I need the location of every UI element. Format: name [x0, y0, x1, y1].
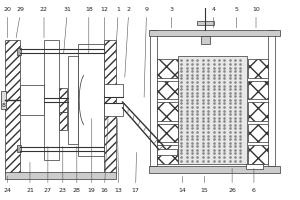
- Bar: [44, 40, 59, 160]
- Bar: [158, 145, 178, 164]
- Bar: [158, 59, 178, 78]
- Text: 19: 19: [88, 188, 96, 193]
- Bar: [248, 81, 268, 99]
- Text: 15: 15: [200, 188, 208, 193]
- Text: 20: 20: [3, 7, 11, 12]
- Text: 14: 14: [178, 188, 186, 193]
- Bar: [158, 81, 178, 99]
- Text: 12: 12: [101, 7, 109, 12]
- Text: 23: 23: [59, 188, 67, 193]
- Text: 3: 3: [169, 7, 173, 12]
- Text: 17: 17: [132, 188, 140, 193]
- Bar: [248, 124, 268, 142]
- Text: 16: 16: [101, 188, 109, 193]
- Bar: [104, 103, 123, 116]
- Text: 8: 8: [1, 103, 5, 108]
- Text: 31: 31: [63, 7, 71, 12]
- Bar: [104, 84, 123, 97]
- Text: 10: 10: [252, 7, 260, 12]
- Bar: [201, 36, 210, 44]
- Text: 9: 9: [144, 7, 148, 12]
- Text: 5: 5: [235, 7, 239, 12]
- Bar: [248, 102, 268, 121]
- Bar: [5, 40, 20, 173]
- Text: 2: 2: [127, 7, 130, 12]
- Bar: [17, 145, 21, 152]
- Text: 26: 26: [228, 188, 236, 193]
- Text: 21: 21: [26, 188, 34, 193]
- Bar: [178, 56, 247, 164]
- Bar: [248, 145, 268, 164]
- Bar: [150, 30, 158, 166]
- Bar: [148, 30, 280, 36]
- Bar: [248, 59, 268, 78]
- Text: 27: 27: [44, 188, 52, 193]
- Bar: [68, 56, 78, 144]
- Text: 6: 6: [252, 188, 256, 193]
- Bar: [246, 164, 263, 169]
- Bar: [158, 102, 178, 121]
- Bar: [197, 21, 214, 25]
- Text: 22: 22: [40, 7, 48, 12]
- Bar: [1, 91, 6, 109]
- Text: 18: 18: [85, 7, 93, 12]
- Bar: [59, 88, 67, 112]
- Bar: [59, 112, 67, 130]
- Text: 1: 1: [116, 7, 120, 12]
- Text: 4: 4: [211, 7, 215, 12]
- Bar: [78, 44, 104, 156]
- Bar: [158, 124, 178, 142]
- Text: 13: 13: [115, 188, 123, 193]
- Bar: [104, 40, 116, 173]
- Bar: [17, 48, 21, 55]
- Bar: [268, 30, 275, 166]
- Bar: [5, 172, 116, 179]
- Text: 24: 24: [3, 188, 11, 193]
- Bar: [148, 166, 280, 173]
- Bar: [20, 85, 44, 115]
- Bar: [158, 149, 177, 155]
- Text: 29: 29: [16, 7, 24, 12]
- Text: 28: 28: [73, 188, 81, 193]
